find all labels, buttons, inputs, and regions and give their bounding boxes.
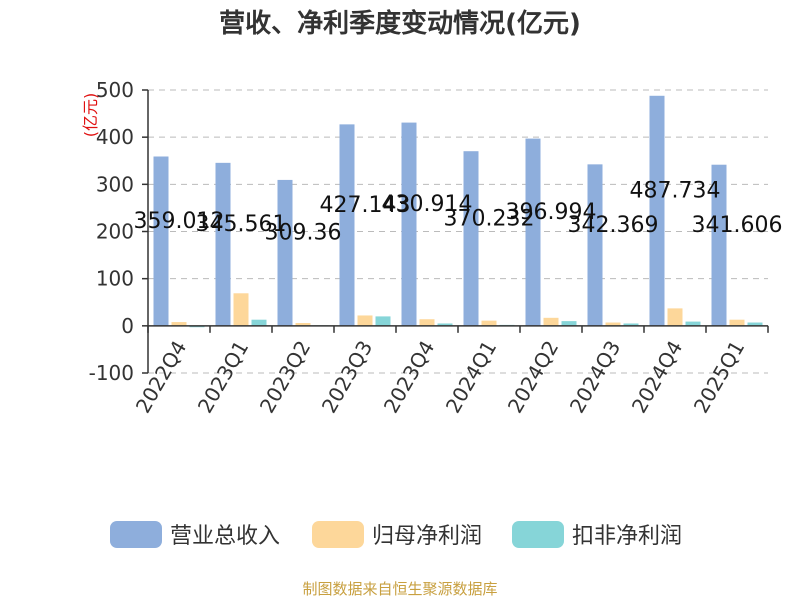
chart-title: 营收、净利季度变动情况(亿元) [219,8,581,39]
bar-series-0 [649,95,665,326]
legend-swatch[interactable] [110,521,162,548]
x-tick-label: 2022Q4 [131,336,191,417]
bar-series-0 [277,179,293,326]
bar-series-2 [561,321,577,326]
x-tick-label: 2023Q1 [193,336,253,417]
bar-series-0 [463,151,479,326]
bar-series-1 [605,322,621,326]
legend-label[interactable]: 归母净利润 [372,524,482,549]
bar-series-2 [747,322,763,326]
data-label: 342.369 [568,213,659,238]
data-label: 341.606 [692,213,783,238]
bar-series-0 [339,124,355,326]
data-label: 359.012 [134,209,225,234]
data-label: 370.232 [444,206,535,231]
legend-label[interactable]: 营业总收入 [170,524,280,549]
x-tick-label: 2023Q3 [317,336,377,417]
legend: 营业总收入 归母净利润 扣非净利润 [110,521,682,549]
y-unit-label: (亿元) [81,93,100,138]
bar-series-1 [729,319,745,326]
y-tick-label: 500 [96,78,134,102]
legend-swatch[interactable] [312,521,364,548]
data-label: 396.994 [506,200,597,225]
bar-series-0 [215,162,231,326]
legend-label[interactable]: 扣非净利润 [572,524,682,549]
x-tick-label: 2023Q4 [379,336,439,417]
y-tick-label: 300 [96,172,134,196]
bar-series-0 [401,122,417,326]
y-tick-label: 400 [96,125,134,149]
bar-series-2 [623,323,639,326]
bar-series-1 [667,308,683,326]
bar-series-2 [685,321,701,326]
bar-series-0 [153,156,169,326]
data-label: 427.143 [320,193,411,218]
grid-lines [148,89,768,374]
bar-series-2 [251,319,267,326]
data-label: 345.561 [196,212,287,237]
y-tick-label: 200 [96,220,134,244]
bar-series-0 [525,138,541,326]
source-note: 制图数据来自恒生聚源数据库 [302,580,497,598]
bar-series-1 [543,317,559,326]
x-tick-label: 2024Q2 [503,336,563,417]
bar-series-1 [171,322,187,326]
x-tick-label: 2024Q3 [565,336,625,417]
y-tick-label: 100 [96,267,134,291]
x-tick-label: 2025Q1 [689,336,749,417]
bar-series-1 [419,319,435,326]
bars [153,95,763,328]
x-tick-label: 2023Q2 [255,336,315,417]
x-tick-label: 2024Q4 [627,336,687,417]
y-tick-label: 0 [121,314,134,338]
bar-series-1 [357,315,373,326]
data-label: 430.914 [382,192,473,217]
y-tick-label: -100 [89,361,134,385]
bar-series-1 [295,323,311,326]
legend-swatch[interactable] [512,521,564,548]
bar-series-1 [233,293,249,326]
bar-series-2 [437,323,453,326]
bar-series-1 [481,320,497,326]
data-label: 309.36 [265,221,342,246]
bar-series-0 [711,164,727,326]
bar-series-0 [587,164,603,326]
bar-series-2 [375,316,391,326]
x-tick-label: 2024Q1 [441,336,501,417]
data-label: 487.734 [630,179,721,204]
